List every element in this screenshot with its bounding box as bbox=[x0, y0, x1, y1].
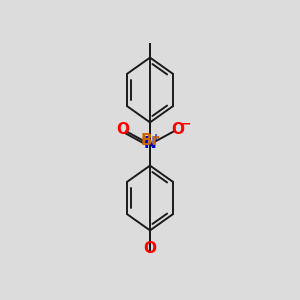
Text: O: O bbox=[171, 122, 184, 137]
Text: O: O bbox=[143, 241, 157, 256]
Text: +: + bbox=[152, 133, 160, 143]
Text: N: N bbox=[144, 136, 156, 152]
Text: O: O bbox=[116, 122, 129, 137]
Text: Br: Br bbox=[140, 133, 160, 148]
Text: −: − bbox=[181, 118, 191, 131]
